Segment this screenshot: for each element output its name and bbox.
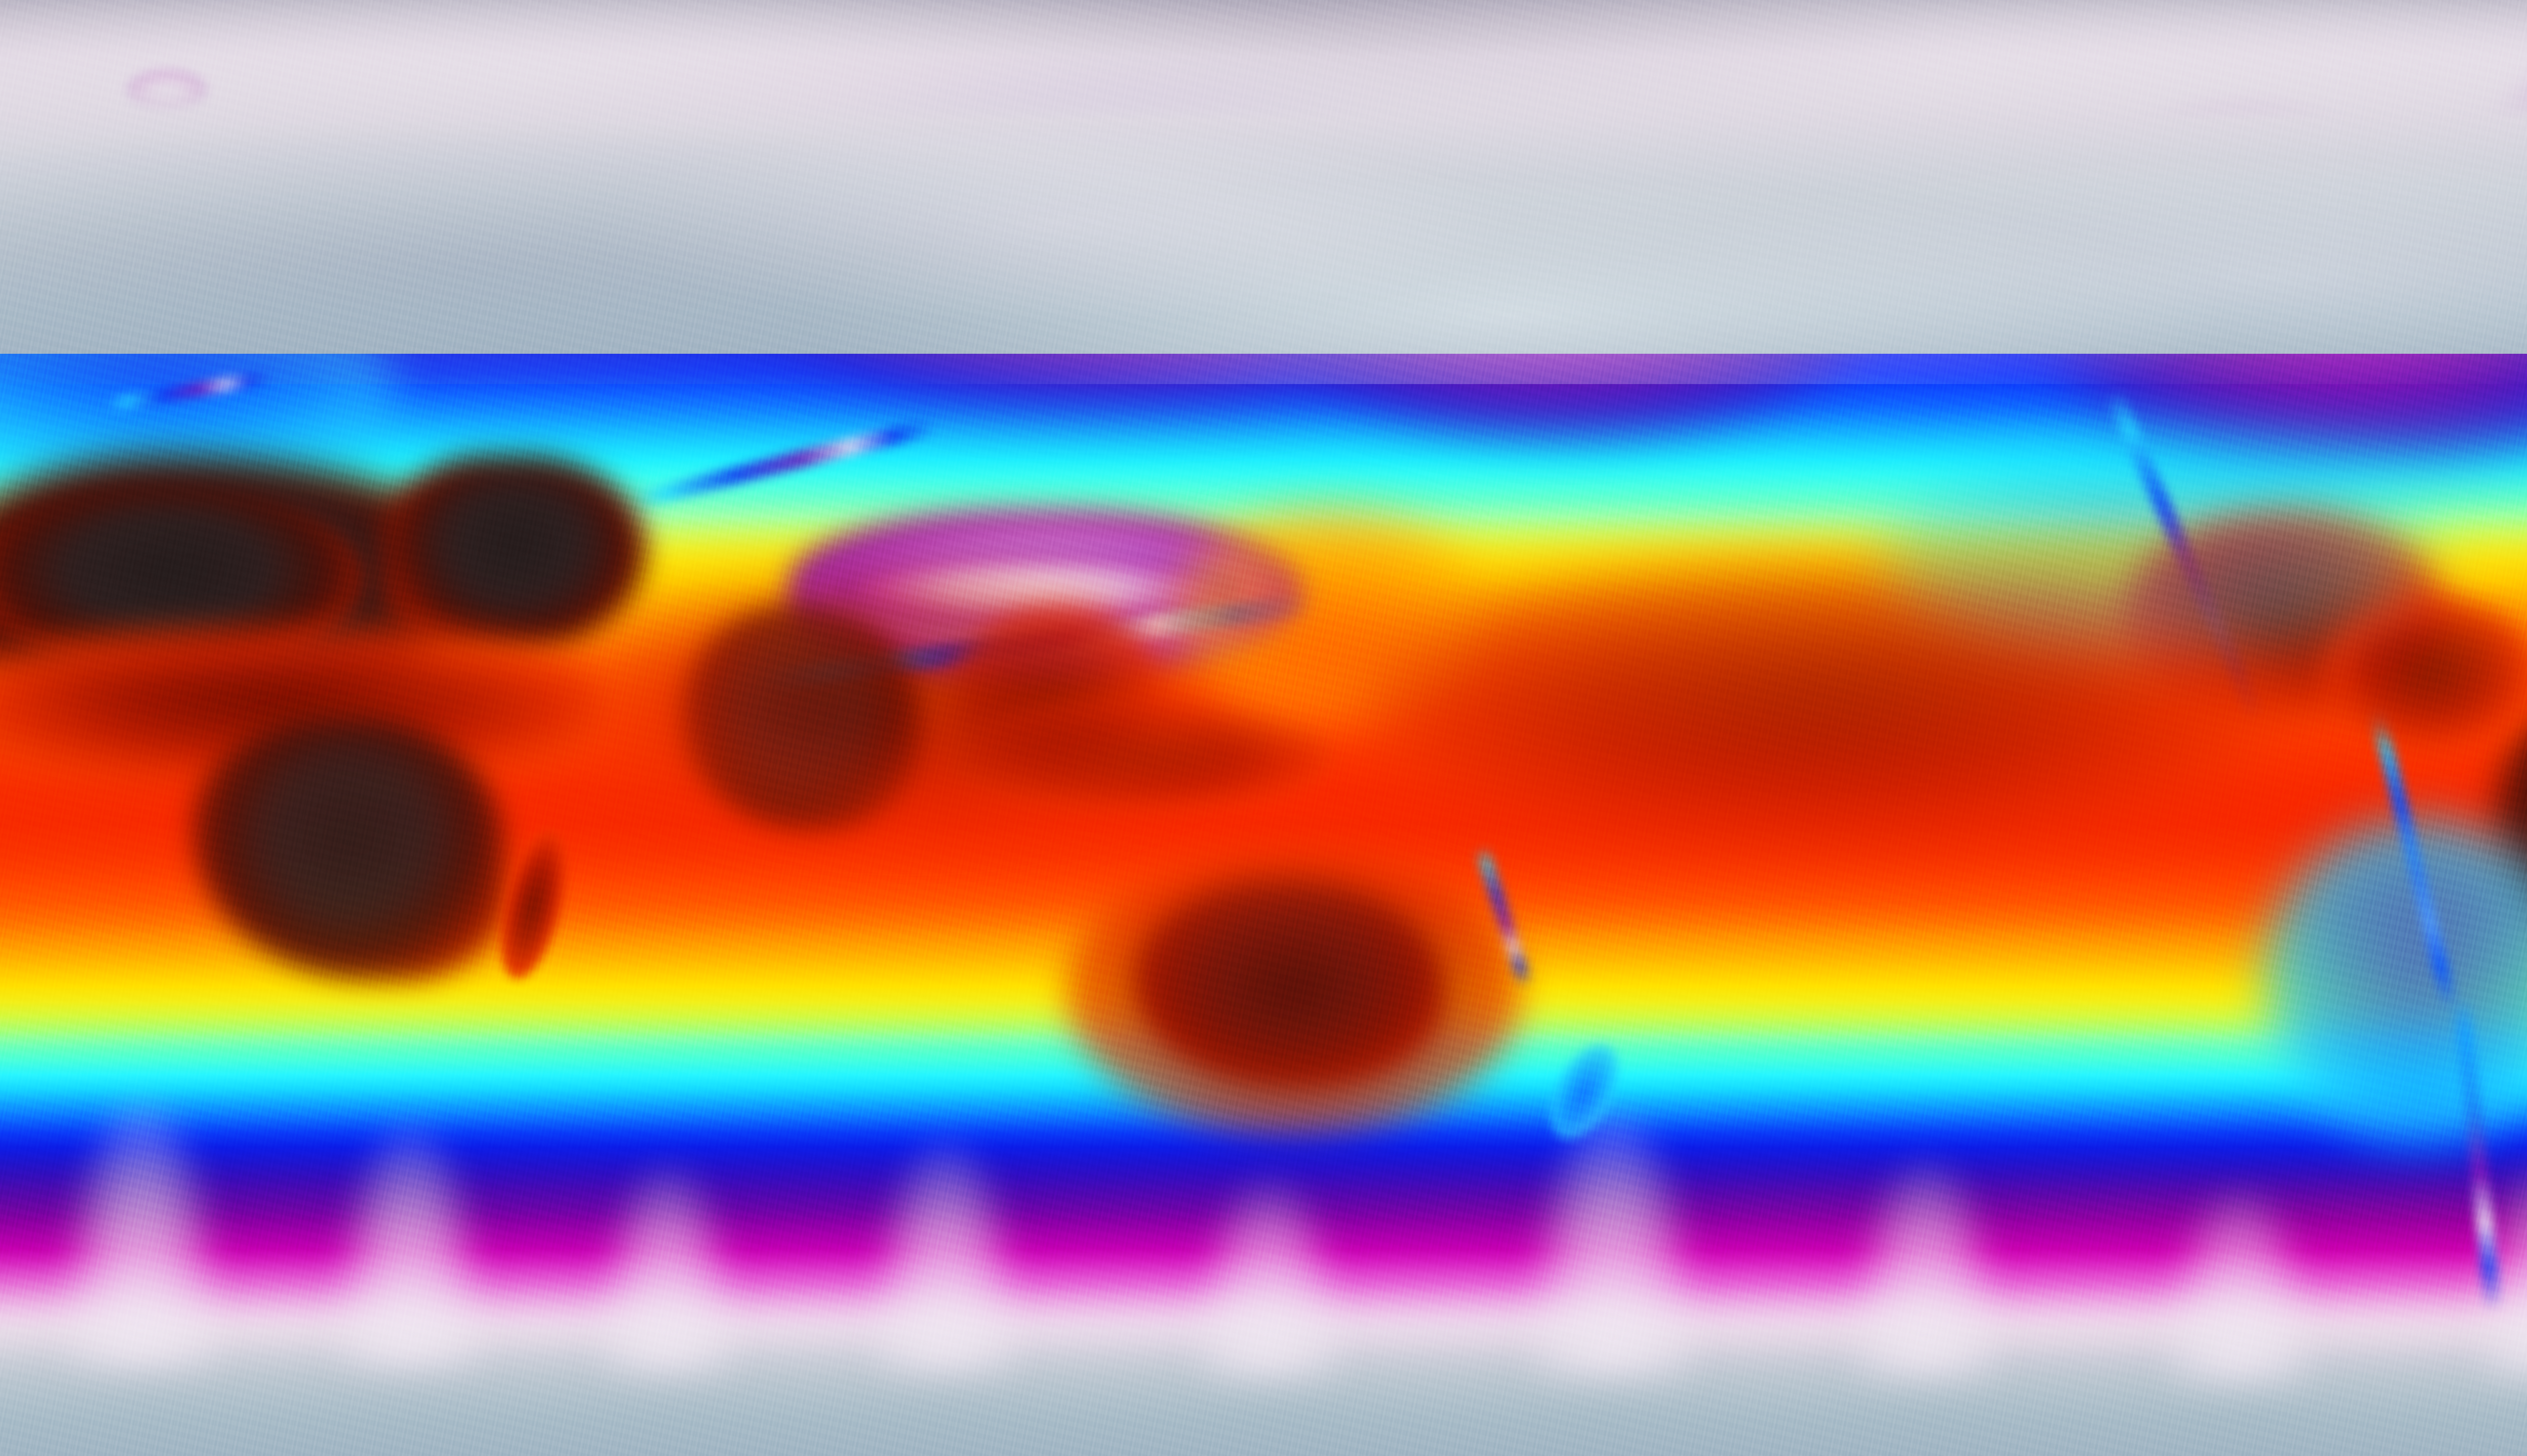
indian-ocean-warm-pool	[606, 581, 1213, 824]
humboldt-current-cool	[2264, 819, 2527, 1142]
antarctic-plume	[1850, 1162, 2001, 1375]
arabian-peninsula-heat	[384, 455, 647, 652]
pacific-warm-pool	[1365, 566, 2274, 849]
caucasus-ridge-line	[629, 417, 938, 510]
antarctic-plume	[1193, 1183, 1344, 1375]
antarctic-plume	[1526, 1112, 1698, 1375]
central-america-heat	[2325, 596, 2527, 748]
australia-outer-heat	[1066, 849, 1521, 1132]
siberia-cold-secondary	[1264, 172, 1870, 435]
pacific-cold-tongue	[1880, 435, 2436, 647]
svalbard-ice	[126, 71, 207, 111]
antarctic-plume	[2163, 1193, 2315, 1380]
antarctic-plume	[334, 1127, 485, 1365]
antarctic-plume	[61, 1102, 222, 1365]
southern-africa-heat	[192, 718, 505, 980]
antarctic-plume	[869, 1142, 1021, 1370]
antarctic-plume	[596, 1167, 738, 1370]
